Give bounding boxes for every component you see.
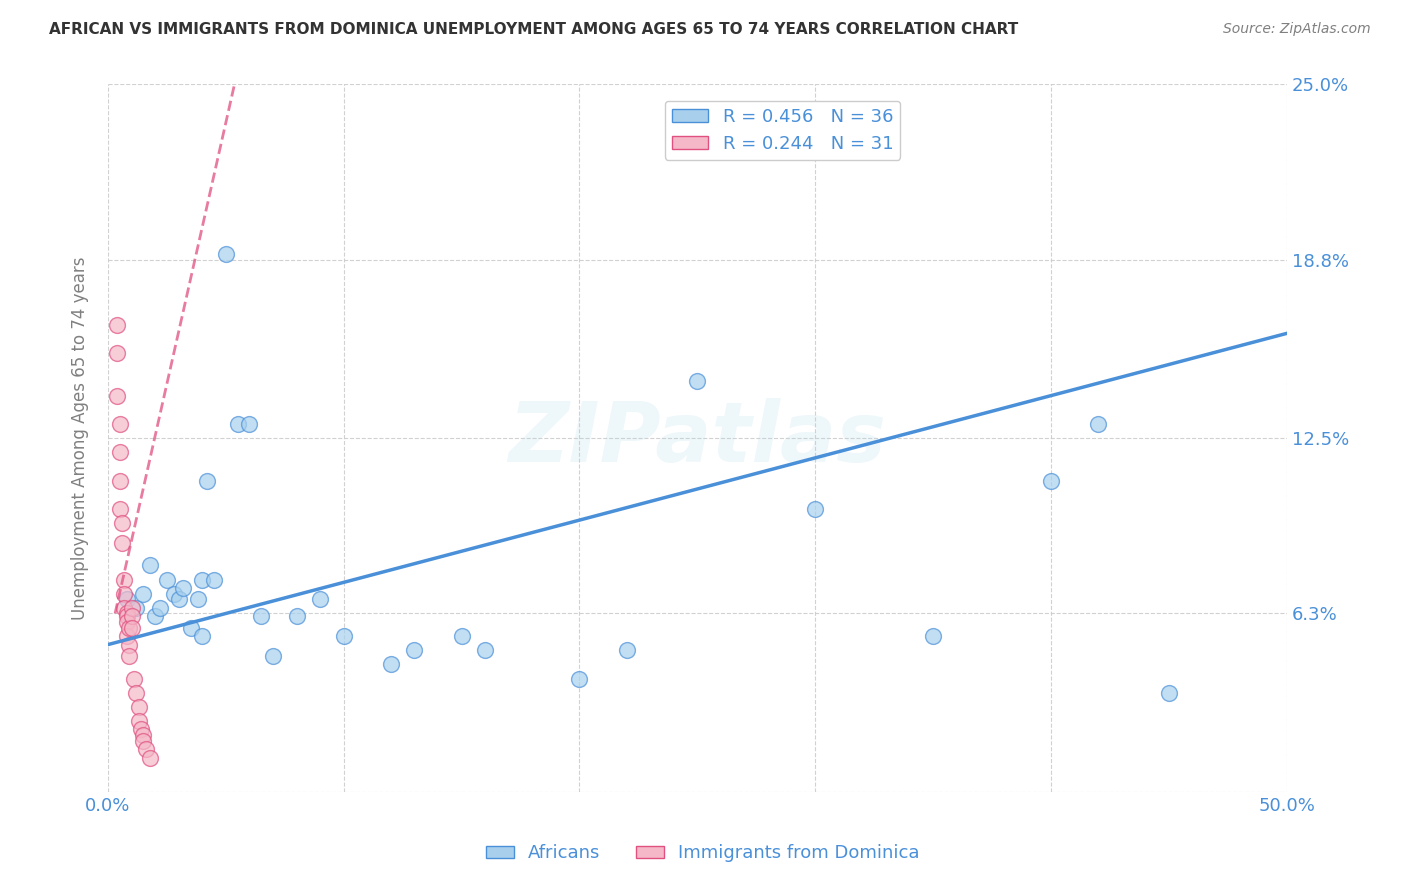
Text: ZIPatlas: ZIPatlas [509, 398, 886, 479]
Y-axis label: Unemployment Among Ages 65 to 74 years: Unemployment Among Ages 65 to 74 years [72, 256, 89, 620]
Point [250, 609, 273, 624]
Point [107, 346, 129, 360]
Point [115, 607, 138, 621]
Point [149, 600, 172, 615]
Point [114, 587, 136, 601]
Point [125, 600, 148, 615]
Point [616, 643, 638, 657]
Point [191, 573, 214, 587]
Point [332, 629, 354, 643]
Point [132, 587, 155, 601]
Point [143, 609, 166, 624]
Point [121, 621, 143, 635]
Point [111, 535, 134, 549]
Point [474, 643, 496, 657]
Point [450, 629, 472, 643]
Text: AFRICAN VS IMMIGRANTS FROM DOMINICA UNEMPLOYMENT AMONG AGES 65 TO 74 YEARS CORRE: AFRICAN VS IMMIGRANTS FROM DOMINICA UNEM… [49, 22, 1018, 37]
Point [309, 592, 332, 607]
Point [380, 657, 402, 672]
Point [114, 600, 136, 615]
Point [108, 474, 131, 488]
Point [132, 728, 155, 742]
Point [118, 638, 141, 652]
Point [1039, 474, 1062, 488]
Point [215, 247, 238, 261]
Point [122, 672, 145, 686]
Point [195, 474, 218, 488]
Point [108, 417, 131, 431]
Point [172, 581, 194, 595]
Point [125, 686, 148, 700]
Point [128, 714, 150, 728]
Point [804, 501, 827, 516]
Point [226, 417, 249, 431]
Point [262, 648, 284, 663]
Point [108, 501, 131, 516]
Point [118, 648, 141, 663]
Point [139, 750, 162, 764]
Point [132, 733, 155, 747]
Point [202, 573, 225, 587]
Point [1157, 686, 1180, 700]
Point [1087, 417, 1109, 431]
Point [568, 672, 591, 686]
Point [179, 621, 201, 635]
Legend: Africans, Immigrants from Dominica: Africans, Immigrants from Dominica [479, 838, 927, 870]
Point [115, 615, 138, 629]
Point [139, 558, 162, 573]
Point [922, 629, 945, 643]
Point [114, 573, 136, 587]
Point [238, 417, 260, 431]
Point [686, 375, 709, 389]
Point [115, 592, 138, 607]
Point [285, 609, 308, 624]
Point [121, 609, 143, 624]
Point [129, 723, 152, 737]
Point [156, 573, 179, 587]
Legend: R = 0.456   N = 36, R = 0.244   N = 31: R = 0.456 N = 36, R = 0.244 N = 31 [665, 101, 900, 160]
Point [191, 629, 214, 643]
Point [167, 592, 190, 607]
Point [111, 516, 134, 530]
Point [187, 592, 209, 607]
Point [115, 609, 138, 624]
Point [128, 699, 150, 714]
Point [118, 621, 141, 635]
Point [115, 629, 138, 643]
Point [135, 742, 157, 756]
Point [107, 389, 129, 403]
Text: Source: ZipAtlas.com: Source: ZipAtlas.com [1223, 22, 1371, 37]
Point [121, 600, 143, 615]
Point [107, 318, 129, 332]
Point [108, 445, 131, 459]
Point [163, 587, 186, 601]
Point [404, 643, 426, 657]
